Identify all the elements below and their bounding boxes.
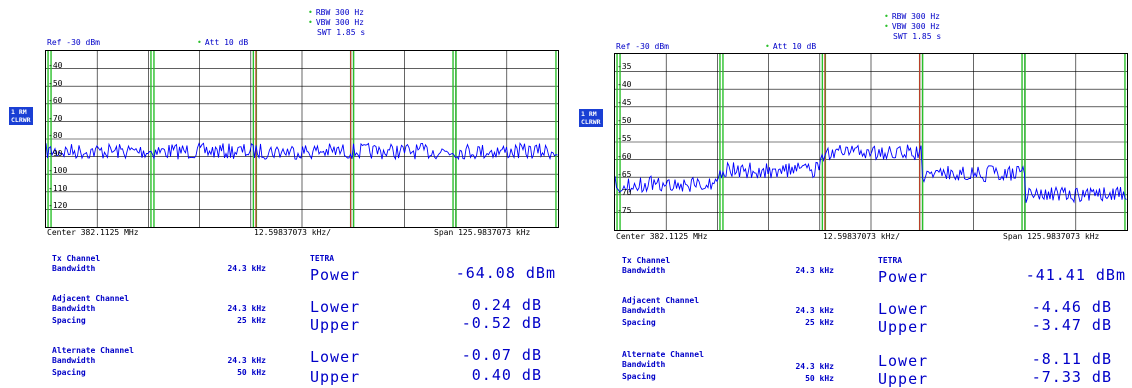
y-tick-label: -90 [48, 149, 63, 158]
trace-tag: 1 RM CLRWR [9, 107, 33, 125]
y-tick-label: -45 [617, 98, 632, 107]
setting-mark-icon: • [308, 18, 313, 27]
center-frequency: Center 382.1125 MHz [47, 228, 139, 237]
spectrum-trace [615, 144, 1127, 204]
alternate-bandwidth-label: Bandwidth [622, 360, 666, 369]
y-tick-label: -120 [48, 201, 68, 210]
adjacent-upper-value: -0.52 dB [461, 314, 542, 332]
alternate-upper-value: -7.33 dB [1031, 368, 1112, 386]
adjacent-lower-label: Lower [310, 298, 361, 316]
spectrum-svg [46, 51, 558, 227]
alternate-channel-title: Alternate Channel [52, 346, 134, 355]
alternate-bandwidth-value: 24.3 kHz [227, 356, 266, 365]
y-tick-label: -70 [48, 114, 63, 123]
tx-bandwidth-label: Bandwidth [622, 266, 666, 275]
power-value: -64.08 dBm [455, 264, 556, 282]
alternate-upper-value: 0.40 dB [471, 366, 542, 384]
alternate-bandwidth-label: Bandwidth [52, 356, 96, 365]
adjacent-spacing-value: 25 kHz [805, 318, 834, 327]
power-label: Power [878, 268, 929, 286]
attenuation-readout: • Att 10 dB [765, 42, 817, 51]
adjacent-upper-label: Upper [310, 316, 361, 334]
spectrum-panel-left: • RBW 300 Hz • VBW 300 Hz SWT 1.85 s Ref -… [0, 0, 566, 387]
alternate-spacing-value: 50 kHz [805, 374, 834, 383]
tx-channel-title: Tx Channel [622, 256, 671, 265]
alternate-lower-label: Lower [310, 348, 361, 366]
tx-bandwidth-value: 24.3 kHz [227, 264, 266, 273]
adjacent-lower-value: 0.24 dB [471, 296, 542, 314]
spectrum-trace [46, 142, 558, 161]
adjacent-channel-title: Adjacent Channel [52, 294, 130, 303]
adjacent-lower-label: Lower [878, 300, 929, 318]
y-tick-label: -65 [617, 170, 632, 179]
swt-readout: SWT 1.85 s [893, 32, 942, 41]
y-tick-label: -50 [617, 116, 632, 125]
setting-mark-icon: • [197, 38, 202, 47]
adjacent-bandwidth-label: Bandwidth [622, 306, 666, 315]
y-tick-label: -50 [48, 79, 63, 88]
y-tick-label: -40 [48, 61, 63, 70]
adjacent-spacing-label: Spacing [622, 318, 656, 327]
spectrum-panel-right: • RBW 300 Hz • VBW 300 Hz SWT 1.85 s Ref -… [566, 0, 1132, 388]
alternate-upper-label: Upper [878, 370, 929, 388]
adjacent-upper-label: Upper [878, 318, 929, 336]
rbw-readout: • RBW 300 Hz [884, 12, 940, 21]
y-tick-label: -70 [617, 188, 632, 197]
setting-mark-icon: • [884, 22, 889, 31]
adjacent-upper-value: -3.47 dB [1031, 316, 1112, 334]
frequency-span: Span 125.9837073 kHz [1003, 232, 1100, 241]
adjacent-bandwidth-value: 24.3 kHz [227, 304, 266, 313]
ref-level: Ref -30 dBm [47, 38, 100, 47]
y-tick-label: -60 [617, 152, 632, 161]
alternate-lower-label: Lower [878, 352, 929, 370]
tx-channel-title: Tx Channel [52, 254, 101, 263]
trace-tag: 1 RM CLRWR [579, 109, 603, 127]
y-tick-label: -75 [617, 206, 632, 215]
standard-name: TETRA [310, 254, 335, 263]
alternate-lower-value: -8.11 dB [1031, 350, 1112, 368]
alternate-spacing-label: Spacing [622, 372, 656, 381]
swt-readout: SWT 1.85 s [317, 28, 366, 37]
alternate-upper-label: Upper [310, 368, 361, 386]
power-label: Power [310, 266, 361, 284]
spectrum-plot: -35 -40 -45 -50 -55 -60 -65 -70 -75 [614, 53, 1128, 231]
spectrum-plot: -40 -50 -60 -70 -80 -90 -100 -110 -120 [45, 50, 559, 228]
setting-mark-icon: • [884, 12, 889, 21]
setting-mark-icon: • [308, 8, 313, 17]
y-tick-label: -110 [48, 184, 68, 193]
ref-level: Ref -30 dBm [616, 42, 669, 51]
frequency-per-division: 12.59837073 kHz/ [254, 228, 332, 237]
alternate-bandwidth-value: 24.3 kHz [795, 362, 834, 371]
adjacent-bandwidth-value: 24.3 kHz [795, 306, 834, 315]
y-tick-label: -80 [48, 131, 63, 140]
alternate-spacing-label: Spacing [52, 368, 86, 377]
alternate-channel-title: Alternate Channel [622, 350, 704, 359]
attenuation-readout: • Att 10 dB [197, 38, 249, 47]
adjacent-bandwidth-label: Bandwidth [52, 304, 96, 313]
standard-name: TETRA [878, 256, 903, 265]
y-tick-label: -55 [617, 134, 632, 143]
adjacent-lower-value: -4.46 dB [1031, 298, 1112, 316]
power-value: -41.41 dBm [1025, 266, 1126, 284]
tx-bandwidth-label: Bandwidth [52, 264, 96, 273]
adjacent-channel-title: Adjacent Channel [622, 296, 700, 305]
frequency-per-division: 12.59837073 kHz/ [823, 232, 901, 241]
spectrum-svg [615, 54, 1127, 230]
rbw-readout: • RBW 300 Hz [308, 8, 364, 17]
y-tick-label: -100 [48, 166, 68, 175]
frequency-span: Span 125.9837073 kHz [434, 228, 531, 237]
y-tick-label: -40 [617, 80, 632, 89]
vbw-readout: • VBW 300 Hz [308, 18, 364, 27]
alternate-lower-value: -0.07 dB [461, 346, 542, 364]
adjacent-spacing-value: 25 kHz [237, 316, 266, 325]
center-frequency: Center 382.1125 MHz [616, 232, 708, 241]
y-tick-label: -35 [617, 62, 632, 71]
setting-mark-icon: • [765, 42, 770, 51]
adjacent-spacing-label: Spacing [52, 316, 86, 325]
alternate-spacing-value: 50 kHz [237, 368, 266, 377]
tx-bandwidth-value: 24.3 kHz [795, 266, 834, 275]
vbw-readout: • VBW 300 Hz [884, 22, 940, 31]
y-tick-label: -60 [48, 96, 63, 105]
